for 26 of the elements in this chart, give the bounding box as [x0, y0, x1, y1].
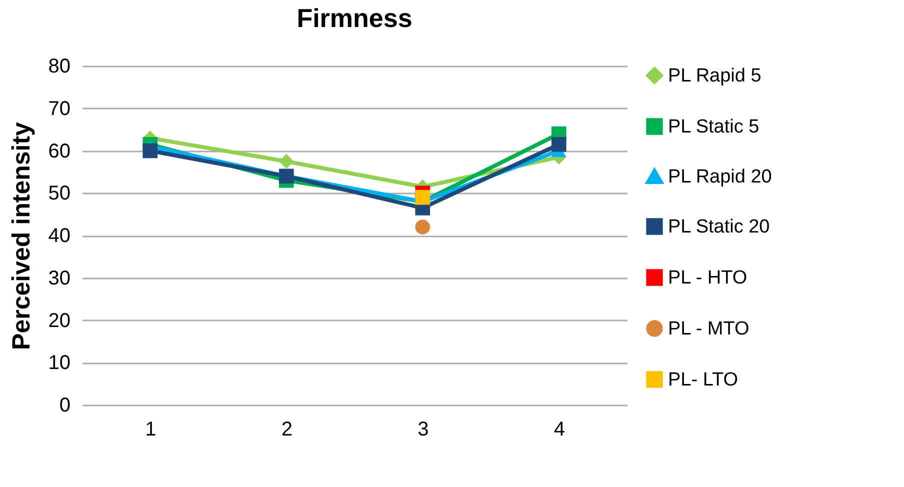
y-tick-label: 30	[48, 267, 70, 290]
legend-label: PL Static 20	[668, 216, 770, 238]
y-tick-label: 0	[59, 394, 70, 416]
legend-label: PL Static 5	[668, 116, 760, 138]
chart-title: Firmness	[296, 3, 412, 33]
point	[415, 190, 430, 205]
legend-label: PL Rapid 5	[668, 66, 762, 86]
y-tick-label: 50	[48, 182, 70, 205]
y-tick-label: 70	[48, 98, 70, 120]
point	[278, 154, 294, 169]
y-tick-label: 20	[48, 310, 70, 332]
legend-label: PL - MTO	[668, 318, 750, 340]
x-tick-label: 4	[554, 418, 565, 440]
y-tick-label: 10	[48, 352, 70, 374]
y-axis-title: Perceived intensity	[7, 122, 36, 350]
point	[142, 143, 158, 158]
y-tick-label: 60	[48, 140, 70, 162]
legend-label: PL - HTO	[668, 268, 748, 288]
point	[415, 220, 430, 234]
y-tick-label: 80	[48, 56, 70, 78]
legend-label: PL- LTO	[668, 370, 738, 390]
x-tick-label: 1	[145, 418, 156, 440]
x-tick-label: 3	[418, 418, 429, 440]
legend-label: PL Rapid 20	[668, 166, 772, 188]
y-tick-label: 40	[48, 225, 70, 247]
x-tick-label: 2	[281, 418, 292, 440]
